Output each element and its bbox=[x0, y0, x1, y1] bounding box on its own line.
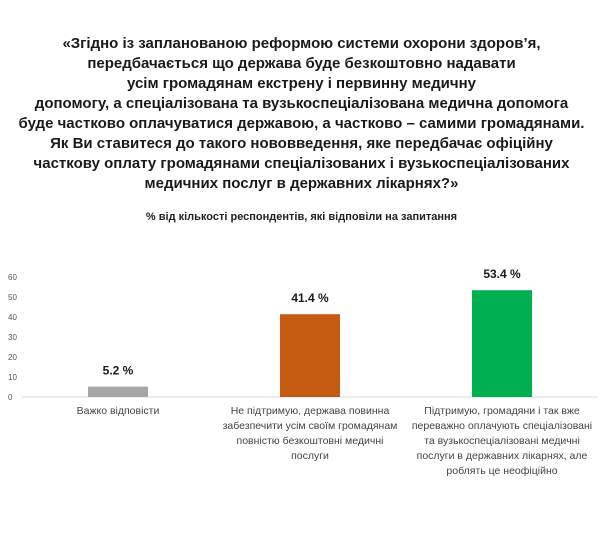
y-tick-label: 30 bbox=[8, 333, 17, 342]
category-label-line: роблять це неофіційно bbox=[446, 465, 558, 477]
y-tick-label: 10 bbox=[8, 373, 17, 382]
category-label-line: та вузькоспеціалізовані медичні bbox=[424, 435, 580, 447]
title-line: медичних послуг в державних лікарнях?» bbox=[144, 175, 459, 192]
category-label: Не підтримую, держава повинна забезпечити… bbox=[210, 404, 410, 464]
title-line: «Згідно із запланованою реформою системи… bbox=[62, 35, 541, 52]
category-label: Важко відповісти bbox=[18, 404, 218, 419]
chart-title: «Згідно із запланованою реформою системи… bbox=[0, 34, 603, 194]
title-line: часткову оплату громадянами спеціалізова… bbox=[33, 155, 570, 172]
data-label: 5.2 % bbox=[103, 364, 134, 378]
title-line: буде частково оплачуватися державою, а ч… bbox=[18, 115, 585, 132]
category-label-line: повністю безкоштовні медичні bbox=[236, 435, 384, 447]
y-tick-label: 50 bbox=[8, 293, 17, 302]
data-label: 53.4 % bbox=[483, 267, 521, 281]
category-label-line: переважно оплачують спеціалізовані bbox=[411, 420, 593, 432]
title-line: усім громадянам екстрену і первинну меди… bbox=[127, 75, 476, 92]
bar bbox=[88, 386, 148, 397]
title-line: Як Ви ставитеся до такого нововведення, … bbox=[50, 135, 553, 152]
category-label-line: Не підтримую, держава повинна bbox=[230, 405, 390, 417]
category-label-line: послуги в державних лікарнях, але bbox=[416, 450, 588, 462]
category-label-line: Важко відповісти bbox=[76, 405, 160, 417]
y-tick-label: 0 bbox=[8, 393, 13, 402]
title-line: допомогу, а спеціалізована та вузькоспец… bbox=[34, 95, 569, 112]
bar bbox=[472, 290, 532, 397]
data-label: 41.4 % bbox=[291, 291, 329, 305]
category-label-line: Підтримую, громадяни і так вже bbox=[424, 405, 580, 417]
category-label: Підтримую, громадяни і так вже переважно … bbox=[402, 404, 602, 479]
y-tick-label: 60 bbox=[8, 273, 17, 282]
title-line: передбачається що держава буде безкоштов… bbox=[87, 55, 516, 72]
chart-subtitle: % від кількості респондентів, які відпов… bbox=[145, 211, 458, 223]
category-label-line: забезпечити усім своїм громадянам bbox=[222, 420, 398, 432]
y-tick-label: 20 bbox=[8, 353, 17, 362]
y-tick-label: 40 bbox=[8, 313, 17, 322]
bar bbox=[280, 314, 340, 397]
category-label-line: послуги bbox=[291, 450, 329, 462]
